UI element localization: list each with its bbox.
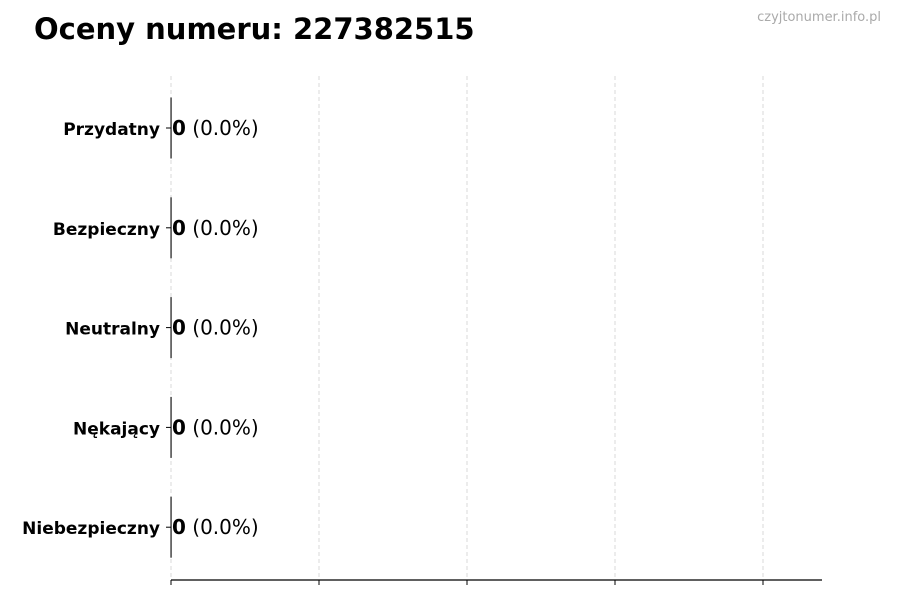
data-label-percent: (0.0%) xyxy=(186,216,259,240)
y-tick-label: Nękający xyxy=(73,419,160,439)
data-label-count: 0 xyxy=(172,316,186,340)
y-tick-label: Neutralny xyxy=(65,320,160,340)
data-label-count: 0 xyxy=(172,116,186,140)
data-label: 0 (0.0%) xyxy=(172,415,259,439)
data-label-percent: (0.0%) xyxy=(186,515,259,539)
y-tick-label: Niebezpieczny xyxy=(22,519,160,539)
data-label-percent: (0.0%) xyxy=(186,116,259,140)
data-label-count: 0 xyxy=(172,515,186,539)
data-label: 0 (0.0%) xyxy=(172,216,259,240)
y-tick-label: Przydatny xyxy=(63,120,160,140)
y-tick-label: Bezpieczny xyxy=(53,220,160,240)
data-label: 0 (0.0%) xyxy=(172,116,259,140)
data-label: 0 (0.0%) xyxy=(172,316,259,340)
data-label-percent: (0.0%) xyxy=(186,316,259,340)
data-label-count: 0 xyxy=(172,216,186,240)
chart-title: Oceny numeru: 227382515 xyxy=(34,12,475,46)
data-label-count: 0 xyxy=(172,415,186,439)
data-label: 0 (0.0%) xyxy=(172,515,259,539)
watermark: czyjtonumer.info.pl xyxy=(757,10,881,25)
data-label-percent: (0.0%) xyxy=(186,415,259,439)
